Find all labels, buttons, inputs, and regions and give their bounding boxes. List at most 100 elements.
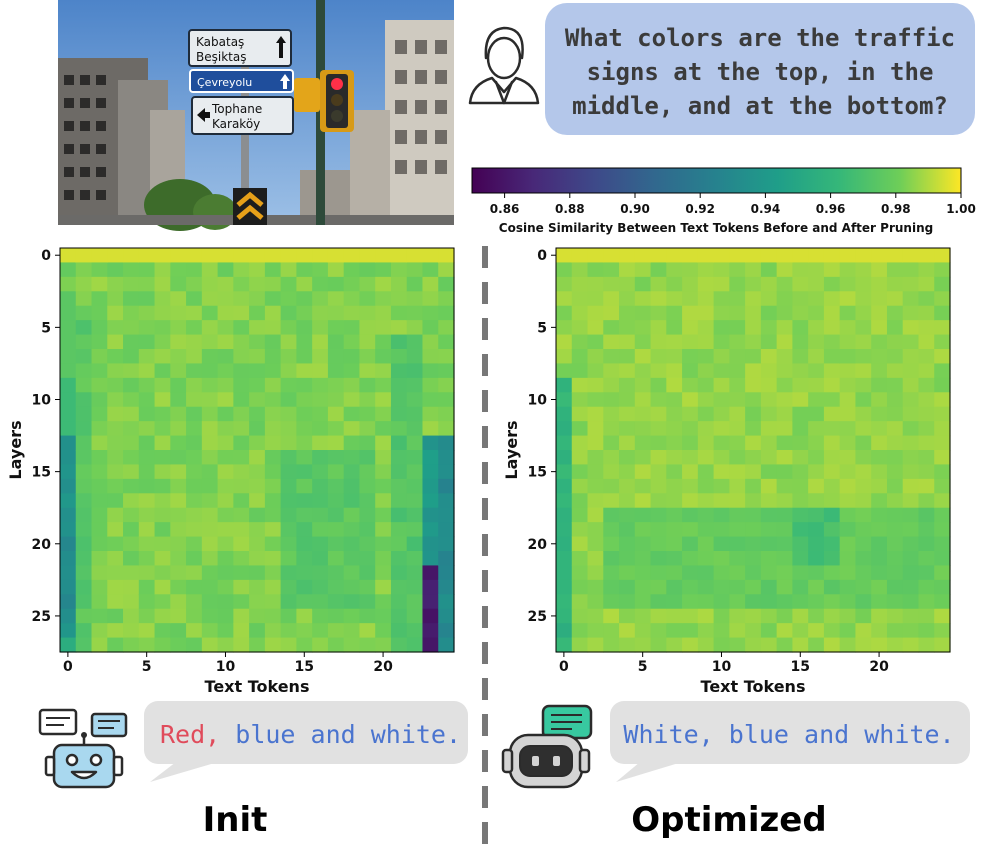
heatmap-cell <box>792 276 809 292</box>
heatmap-cell <box>619 305 636 321</box>
heatmap-cell <box>201 536 219 552</box>
heatmap-cell <box>280 349 297 365</box>
heatmap-cell <box>729 406 746 422</box>
heatmap-cell <box>422 349 439 365</box>
heatmap-cell <box>792 363 809 379</box>
heatmap-cell <box>603 349 620 365</box>
heatmap-cell <box>91 334 108 350</box>
heatmap-cell <box>918 608 935 624</box>
heatmap-cell <box>571 551 589 567</box>
heatmap-cell <box>650 320 667 336</box>
heatmap-cell <box>634 377 652 393</box>
heatmap-cell <box>776 536 793 552</box>
street-photo: Kabataş Beşiktaş Çevreyolu Tophane Karak… <box>58 0 454 231</box>
heatmap-init: 0 5 10 15 20 0 5 10 15 20 25 Text Tokens Layers <box>6 247 455 696</box>
heatmap-cell <box>201 248 219 264</box>
heatmap-cell <box>390 349 408 365</box>
heatmap-cell <box>359 320 376 336</box>
heatmap-cell <box>107 305 124 321</box>
heatmap-frame <box>555 247 951 653</box>
heatmap-cell <box>918 464 935 480</box>
robot-chat-icon <box>501 704 593 789</box>
heatmap-cell <box>170 392 187 408</box>
heatmap-cell <box>312 377 329 393</box>
heatmap-cell <box>792 349 809 365</box>
heatmap-cell <box>729 334 746 350</box>
heatmap-cell <box>327 623 345 639</box>
heatmap-cell <box>138 349 156 365</box>
y-tick-label: 25 <box>528 609 547 625</box>
heatmap-cell <box>170 248 187 264</box>
heatmap-cell <box>886 406 904 422</box>
heatmap-cell <box>871 536 888 552</box>
heatmap-cell <box>808 594 825 610</box>
heatmap-cell <box>855 493 872 509</box>
heatmap-cell <box>60 377 77 393</box>
heatmap-cell <box>745 392 762 408</box>
heatmap-cell <box>619 320 636 336</box>
heatmap-cell <box>422 594 439 610</box>
heatmap-cell <box>745 349 762 365</box>
heatmap-cell <box>438 493 455 509</box>
heatmap-cell <box>823 334 841 350</box>
heatmap-cell <box>107 334 124 350</box>
heatmap-cell <box>666 363 683 379</box>
heatmap-cell <box>682 565 699 581</box>
heatmap-cell <box>634 406 652 422</box>
heatmap-cell <box>154 594 171 610</box>
heatmap-cell <box>634 349 652 365</box>
heatmap-cell <box>390 363 408 379</box>
heatmap-cell <box>839 349 857 365</box>
heatmap-cell <box>186 276 203 292</box>
heatmap-cell <box>60 406 77 422</box>
heatmap-cell <box>343 637 361 653</box>
heatmap-cell <box>296 493 313 509</box>
heatmap-cell <box>571 392 589 408</box>
heatmap-cell <box>650 536 667 552</box>
heatmap-cell <box>556 262 573 278</box>
heatmap-cell <box>249 536 266 552</box>
heatmap-cell <box>808 608 825 624</box>
heatmap-cell <box>808 579 825 595</box>
heatmap-cell <box>571 320 589 336</box>
heatmap-cell <box>138 421 156 437</box>
heatmap-cell <box>264 305 282 321</box>
heatmap-cell <box>808 363 825 379</box>
heatmap-cell <box>170 565 187 581</box>
heatmap-cell <box>697 478 715 494</box>
heatmap-cell <box>886 305 904 321</box>
heatmap-cell <box>233 305 250 321</box>
heatmap-cell <box>792 320 809 336</box>
heatmap-cell <box>201 594 219 610</box>
heatmap-cell <box>60 507 77 523</box>
heatmap-cell <box>918 623 935 639</box>
heatmap-cell <box>713 579 730 595</box>
heatmap-cell <box>871 637 888 653</box>
heatmap-cell <box>438 435 455 451</box>
heatmap-cell <box>359 291 376 307</box>
heatmap-cell <box>233 565 250 581</box>
heatmap-cell <box>264 262 282 278</box>
heatmap-cell <box>217 291 234 307</box>
heatmap-cell <box>343 276 361 292</box>
heatmap-cell <box>123 305 140 321</box>
heatmap-cell <box>75 320 93 336</box>
heatmap-cell <box>760 276 778 292</box>
heatmap-cell <box>571 536 589 552</box>
heatmap-cell <box>634 276 652 292</box>
heatmap-cell <box>792 579 809 595</box>
heatmap-cell <box>217 637 234 653</box>
heatmap-cell <box>808 421 825 437</box>
x-tick-label: 0 <box>63 659 73 675</box>
heatmap-cell <box>359 464 376 480</box>
heatmap-cell <box>792 493 809 509</box>
heatmap-cell <box>729 305 746 321</box>
heatmap-cell <box>619 579 636 595</box>
heatmap-cell <box>776 262 793 278</box>
heatmap-cell <box>280 421 297 437</box>
heatmap-cell <box>776 320 793 336</box>
heatmap-cell <box>902 507 920 523</box>
heatmap-cell <box>375 478 392 494</box>
heatmap-cell <box>823 551 841 567</box>
heatmap-cell <box>343 377 361 393</box>
